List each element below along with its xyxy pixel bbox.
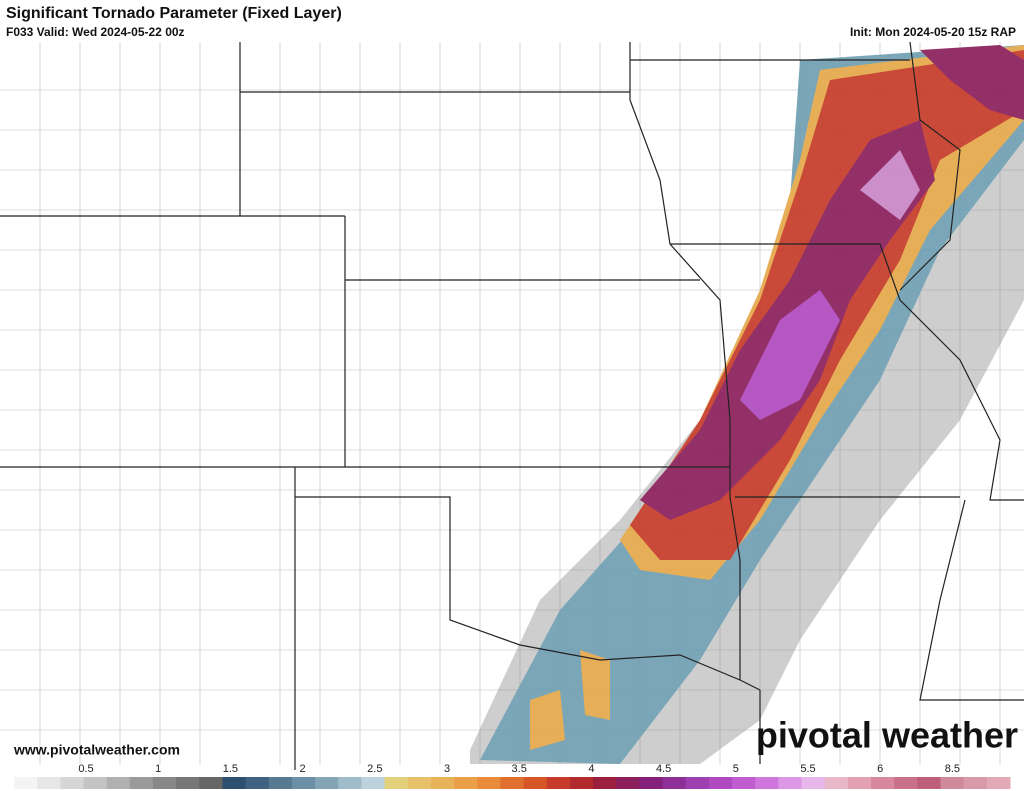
colorbar-swatch: [616, 777, 640, 789]
colorbar-swatch: [129, 777, 154, 789]
colorbar-label: 2: [300, 763, 306, 775]
colorbar-swatch: [430, 777, 455, 789]
colorbar-swatch: [847, 777, 872, 789]
sigtor-shading: [470, 45, 1024, 764]
colorbar-swatch: [732, 777, 756, 789]
colorbar-swatch: [315, 777, 339, 789]
colorbar-swatch: [454, 777, 478, 789]
colorbar-swatch: [199, 777, 223, 789]
colorbar-swatch: [60, 777, 84, 789]
logo: pivotal weather: [756, 715, 1018, 756]
colorbar-swatch: [986, 777, 1011, 789]
init-time: Init: Mon 2024-05-20 15z RAP: [850, 25, 1016, 39]
colorbar-label: 6: [877, 763, 883, 775]
colorbar-swatch: [407, 777, 432, 789]
colorbar-swatch: [361, 777, 386, 789]
colorbar-swatch: [245, 777, 270, 789]
colorbar-swatch: [222, 777, 247, 789]
colorbar-swatch: [83, 777, 108, 789]
website: www.pivotalweather.com: [13, 742, 180, 758]
colorbar-swatch: [894, 777, 918, 789]
colorbar-swatch: [523, 777, 548, 789]
colorbar-swatch: [546, 777, 571, 789]
colorbar-label: 0.5: [78, 763, 93, 775]
colorbar-swatch: [685, 777, 710, 789]
colorbar-label: 1: [155, 763, 161, 775]
colorbar-swatch: [824, 777, 849, 789]
valid-time: F033 Valid: Wed 2024-05-22 00z: [6, 25, 185, 39]
colorbar-swatch: [593, 777, 617, 789]
colorbar-swatch: [106, 777, 131, 789]
colorbar-label: 8.5: [945, 763, 960, 775]
colorbar-swatch: [917, 777, 942, 789]
colorbar-swatch: [384, 777, 409, 789]
state-borders: [0, 41, 1024, 770]
colorbar-swatch: [500, 777, 525, 789]
colorbar-swatch: [801, 777, 826, 789]
colorbar-swatch: [755, 777, 779, 789]
colorbar-label: 3: [444, 763, 450, 775]
colorbar-label: 5: [733, 763, 739, 775]
colorbar-label: 1.5: [223, 763, 238, 775]
colorbar-swatch: [176, 777, 200, 789]
colorbar-swatch: [708, 777, 733, 789]
colorbar-swatch: [152, 777, 177, 789]
colorbar-swatch: [963, 777, 988, 789]
map: [0, 41, 1024, 770]
colorbar: 0.5 1 1.5 2 2.5 3 3.5 4 4.5 5 5.5 6 8.5: [14, 763, 1011, 789]
colorbar-swatch: [477, 777, 501, 789]
colorbar-swatch: [662, 777, 687, 789]
colorbar-swatch: [569, 777, 594, 789]
colorbar-label: 3.5: [512, 763, 527, 775]
colorbar-swatch: [778, 777, 803, 789]
colorbar-swatch: [291, 777, 316, 789]
colorbar-swatch: [338, 777, 362, 789]
colorbar-swatch: [639, 777, 664, 789]
colorbar-swatch: [268, 777, 293, 789]
colorbar-swatch: [871, 777, 895, 789]
colorbar-label: 2.5: [367, 763, 382, 775]
colorbar-label: 5.5: [800, 763, 815, 775]
colorbar-swatch: [14, 777, 38, 789]
title: Significant Tornado Parameter (Fixed Lay…: [6, 5, 342, 22]
colorbar-label: 4.5: [656, 763, 671, 775]
colorbar-label: 4: [588, 763, 594, 775]
colorbar-swatch: [37, 777, 61, 789]
colorbar-swatch: [940, 777, 965, 789]
